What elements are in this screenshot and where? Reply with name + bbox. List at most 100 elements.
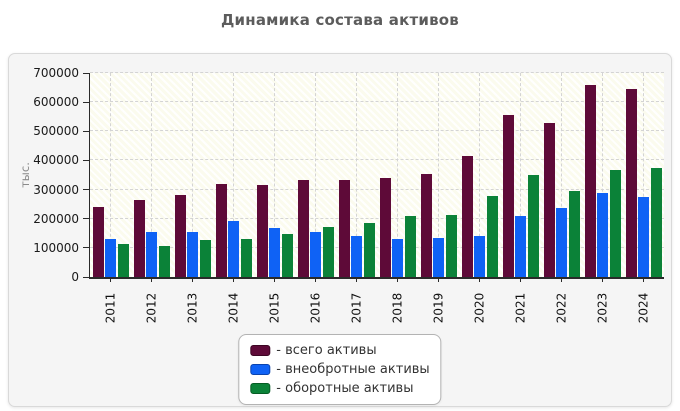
x-tick-label-2013: 2013: [185, 285, 201, 331]
bar-оборотные-активы-2019: [445, 214, 457, 277]
legend-label: - внеобротные активы: [276, 362, 430, 377]
bar-внеобротные-активы-2017: [351, 235, 362, 277]
x-tick-label-text: 2020: [472, 292, 487, 324]
x-tick-label-text: 2011: [103, 292, 118, 324]
bar-оборотные-активы-2014: [240, 239, 252, 277]
bar-оборотные-активы-2024: [650, 168, 662, 277]
y-tick-label: 200000: [33, 211, 79, 226]
x-tick-label-text: 2014: [226, 292, 241, 324]
bar-внеобротные-активы-2020: [474, 236, 485, 277]
v-gridline: [233, 73, 234, 277]
x-tick-mark: [110, 277, 111, 282]
v-gridline: [274, 73, 275, 277]
x-tick-mark: [192, 277, 193, 282]
legend-item-оборотные-активы: - оборотные активы: [250, 380, 429, 397]
bar-group-2015: [254, 73, 295, 277]
x-tick-label-text: 2019: [431, 292, 446, 324]
bar-оборотные-активы-2012: [158, 245, 170, 277]
v-gridline: [315, 73, 316, 277]
bar-оборотные-активы-2023: [609, 169, 621, 277]
bar-group-2022: [541, 73, 582, 277]
x-tick-label-text: 2024: [636, 292, 651, 324]
h-gridline: [90, 188, 664, 190]
x-tick-label-text: 2023: [595, 292, 610, 324]
v-gridline: [151, 73, 152, 277]
x-tick-label-text: 2013: [185, 292, 200, 324]
x-tick-label-text: 2015: [267, 292, 282, 324]
x-tick-mark: [397, 277, 398, 282]
bar-всего-активы-2011: [92, 206, 104, 277]
x-tick-mark: [274, 277, 275, 282]
bar-внеобротные-активы-2019: [433, 237, 444, 277]
x-tick-mark: [315, 277, 316, 282]
v-gridline: [192, 73, 193, 277]
x-tick-label-2020: 2020: [472, 285, 488, 331]
legend: - всего активы - внеобротные активы - обор…: [238, 334, 442, 405]
page-title: Динамика состава активов: [221, 11, 459, 29]
bar-всего-активы-2022: [543, 122, 555, 277]
legend-swatch: [250, 383, 271, 394]
bar-group-2021: [500, 73, 541, 277]
x-tick-label-2024: 2024: [636, 285, 652, 331]
x-tick-label-2015: 2015: [267, 285, 283, 331]
y-tick-label: 700000: [33, 66, 79, 80]
y-tick-mark: [83, 130, 89, 132]
bar-внеобротные-активы-2013: [187, 231, 198, 277]
bar-group-2013: [172, 73, 213, 277]
plot-area: 0 100000 200000 300000 400000 500000 600000 700…: [33, 66, 664, 323]
x-tick-label-text: 2022: [554, 292, 569, 324]
x-tick-mark: [438, 277, 439, 282]
legend-item-всего-активы: - всего активы: [250, 342, 429, 359]
x-tick-label-2017: 2017: [349, 285, 365, 331]
x-tick-label-2012: 2012: [144, 285, 160, 331]
x-tick-label-text: 2016: [308, 292, 323, 324]
bar-group-2016: [295, 73, 336, 277]
x-tick-mark: [479, 277, 480, 282]
bar-внеобротные-активы-2015: [269, 227, 280, 277]
bar-всего-активы-2024: [625, 89, 637, 277]
x-tick-label-2022: 2022: [554, 285, 570, 331]
bar-всего-активы-2012: [133, 200, 145, 277]
x-tick-label-2023: 2023: [595, 285, 611, 331]
x-tick-label-2021: 2021: [513, 285, 529, 331]
v-gridline: [602, 73, 603, 277]
legend-swatch: [250, 364, 271, 375]
bar-внеобротные-активы-2018: [392, 238, 403, 277]
y-tick-mark: [83, 247, 89, 249]
bar-всего-активы-2016: [297, 180, 309, 277]
x-tick-label-2011: 2011: [103, 285, 119, 331]
bar-оборотные-активы-2016: [322, 226, 334, 277]
x-tick-mark: [561, 277, 562, 282]
bar-group-2011: [90, 73, 131, 277]
h-gridline: [90, 101, 664, 103]
chart-panel: тыс. 0 100000 200000 300000 400000 500000 6000…: [8, 53, 672, 407]
bar-group-2020: [459, 73, 500, 277]
bar-внеобротные-активы-2023: [597, 192, 608, 277]
bar-всего-активы-2015: [256, 184, 268, 277]
v-gridline: [479, 73, 480, 277]
x-tick-label-text: 2021: [513, 292, 528, 324]
v-gridline: [438, 73, 439, 277]
h-gridline: [90, 217, 664, 219]
x-tick-mark: [151, 277, 152, 282]
h-gridline: [90, 72, 664, 73]
bar-group-2018: [377, 73, 418, 277]
y-tick-mark: [83, 101, 89, 103]
y-tick-mark: [83, 218, 89, 220]
bar-всего-активы-2021: [502, 115, 514, 277]
x-tick-label-2014: 2014: [226, 285, 242, 331]
bar-внеобротные-активы-2014: [228, 221, 239, 277]
bar-всего-активы-2020: [461, 155, 473, 277]
bar-оборотные-активы-2013: [199, 240, 211, 277]
h-gridline: [90, 246, 664, 248]
x-tick-mark: [602, 277, 603, 282]
x-tick-mark: [643, 277, 644, 282]
bar-group-2019: [418, 73, 459, 277]
legend-label: - оборотные активы: [276, 381, 414, 396]
bar-всего-активы-2017: [338, 180, 350, 277]
y-tick-label: 500000: [33, 124, 79, 139]
x-tick-label-text: 2018: [390, 292, 405, 324]
legend-label: - всего активы: [276, 343, 377, 358]
bar-оборотные-активы-2011: [117, 244, 129, 277]
bar-group-2017: [336, 73, 377, 277]
